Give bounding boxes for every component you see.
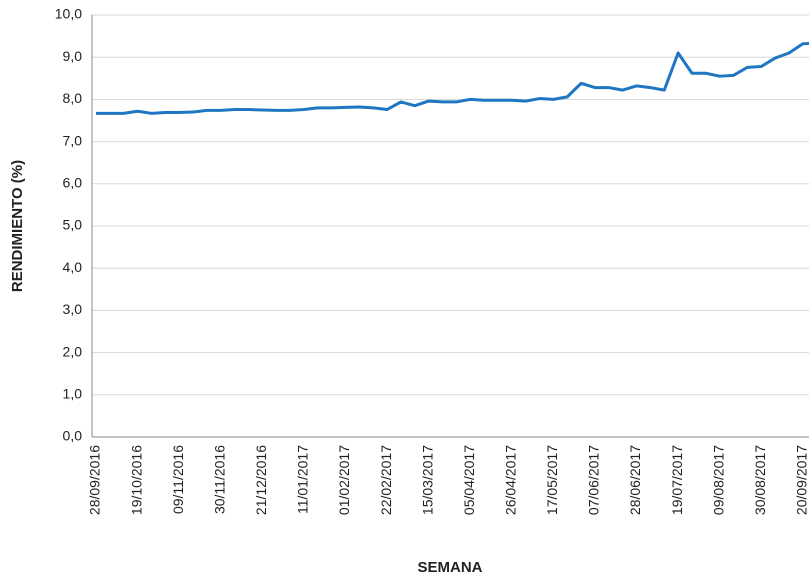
x-axis-title: SEMANA: [417, 559, 482, 576]
x-tick-label: 30/11/2016: [211, 445, 227, 514]
x-tick-label: 30/08/2017: [752, 445, 768, 515]
y-tick-label: 0,0: [63, 428, 83, 444]
x-tick-label: 21/12/2016: [253, 445, 269, 515]
x-tick-label: 19/10/2016: [128, 445, 144, 515]
x-tick-label: 01/02/2017: [336, 445, 352, 515]
y-tick-label: 10,0: [55, 6, 82, 22]
x-tick-label: 05/04/2017: [461, 445, 477, 515]
x-tick-label: 28/06/2017: [627, 445, 643, 515]
x-tick-label: 17/05/2017: [544, 445, 560, 515]
data-line: [96, 42, 809, 115]
y-axis-title: RENDIMIENTO (%): [9, 160, 26, 292]
y-tick-label: 9,0: [63, 48, 83, 64]
x-tick-label: 09/08/2017: [710, 445, 726, 515]
x-tick-label: 22/02/2017: [378, 445, 394, 515]
x-tick-label: 20/09/2017: [794, 445, 809, 515]
x-tick-label: 28/09/2016: [87, 445, 103, 515]
y-tick-label: 3,0: [63, 301, 83, 317]
y-tick-label: 7,0: [63, 132, 83, 148]
x-tick-label: 26/04/2017: [503, 445, 519, 515]
x-tick-label: 09/11/2016: [170, 445, 186, 514]
x-tick-label: 11/01/2017: [295, 445, 311, 514]
y-tick-label: 6,0: [63, 175, 83, 191]
y-tick-label: 5,0: [63, 217, 83, 233]
y-tick-label: 8,0: [63, 90, 83, 106]
x-tick-label: 15/03/2017: [419, 445, 435, 515]
y-tick-label: 1,0: [63, 386, 83, 402]
x-tick-label: 19/07/2017: [669, 445, 685, 515]
x-tick-label: 07/06/2017: [586, 445, 602, 515]
y-tick-label: 2,0: [63, 343, 83, 359]
y-tick-label: 4,0: [63, 259, 83, 275]
